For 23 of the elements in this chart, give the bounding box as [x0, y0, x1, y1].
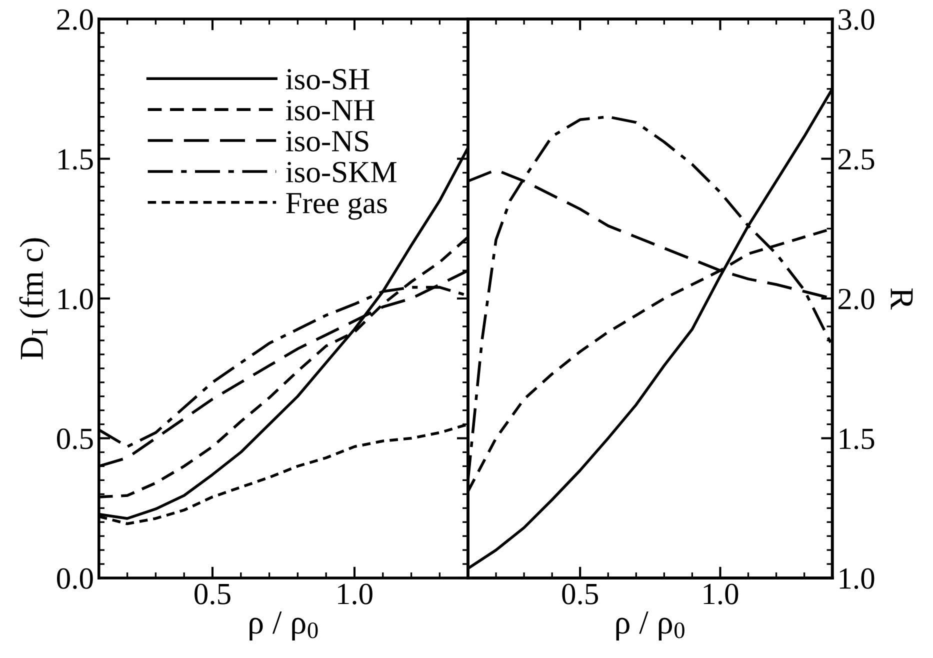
- legend-label: iso-SH: [286, 69, 370, 90]
- y2-tick-label: 1.5: [840, 428, 874, 450]
- y2-tick-label: 2.0: [838, 288, 874, 310]
- x-tick-label: 0.5: [562, 584, 598, 604]
- y2-tick-label: 3.0: [838, 9, 874, 30]
- y-tick-label: 0.5: [57, 428, 93, 450]
- y-axis-title: D$_{I}$ (fm c): [19, 238, 50, 360]
- y2-axis-title: R: [890, 288, 913, 310]
- y2-tick-label: 1.0: [840, 568, 874, 590]
- x-tick-label: 1.0: [338, 584, 372, 604]
- legend-label: iso-NH: [286, 100, 374, 121]
- x-axis-title: ρ / ρ$_{0}$: [250, 611, 318, 641]
- legend-label: iso-NS: [286, 130, 368, 152]
- legend-label: Free gas: [286, 193, 387, 220]
- y-tick-label: 1.0: [58, 288, 93, 310]
- x-tick-label: 0.5: [194, 584, 230, 604]
- y-tick-label: 1.5: [58, 149, 93, 170]
- x-tick-label: 1.0: [704, 584, 738, 604]
- legend-label: iso-SKM: [286, 162, 396, 182]
- y-tick-label: 2.0: [57, 9, 93, 30]
- x-axis-title: ρ / ρ$_{0}$: [616, 611, 684, 641]
- y-tick-label: 0.0: [57, 568, 93, 590]
- y2-tick-label: 2.5: [838, 149, 874, 170]
